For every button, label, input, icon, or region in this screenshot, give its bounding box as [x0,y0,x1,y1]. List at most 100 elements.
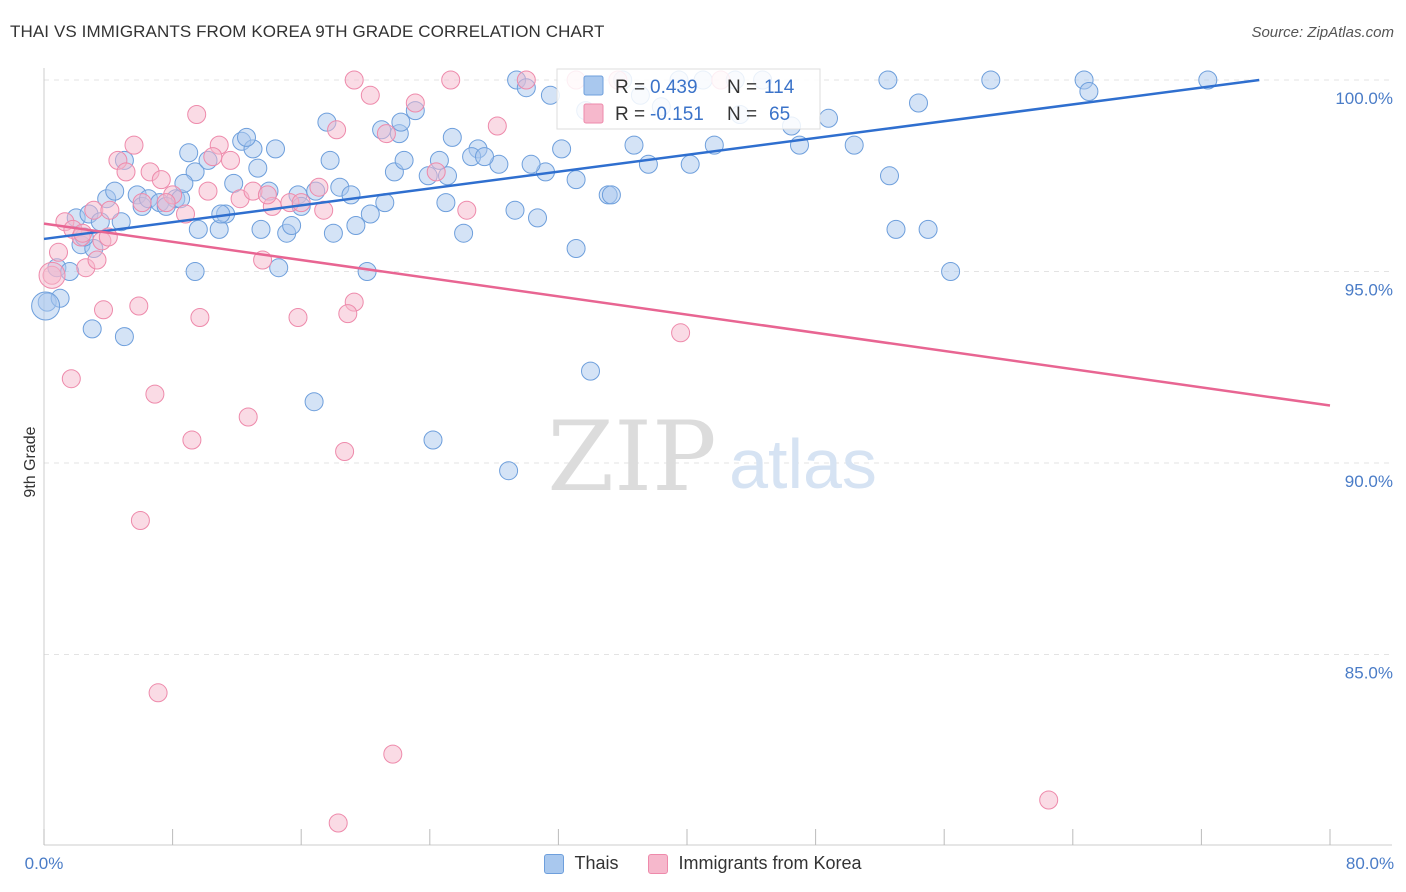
thais-point [323,223,343,243]
thais-point [909,93,928,113]
thais-point [31,291,61,321]
korea-point [100,200,120,220]
korea-point [151,170,171,190]
thais-point [185,262,205,281]
korea-point [190,308,210,327]
korea-point [148,683,168,703]
korea-trend-line [43,222,1331,407]
korea-point [38,261,66,289]
thais-point [341,185,361,205]
stats-n-label-1: N = [727,77,757,98]
thais-point [886,219,906,239]
korea-point [176,204,195,224]
thais-point [505,200,525,220]
chart-title: THAI VS IMMIGRANTS FROM KOREA 9TH GRADE … [10,22,605,41]
legend-label-korea: Immigrants from Korea [678,853,862,873]
korea-point [124,135,144,155]
korea-point [1039,790,1059,810]
thais-point [269,258,289,278]
thais-point [423,430,443,450]
thais-point [475,147,494,167]
legend-item-thais[interactable]: Thais [544,853,618,874]
thais-point [581,361,600,381]
thais-point [819,108,838,128]
thais-point [179,143,199,163]
legend-swatch-thais [544,853,565,874]
thais-point [357,262,377,281]
korea-point [376,124,396,144]
x-tick-label-min: 0.0% [25,854,64,873]
thais-point [528,208,547,228]
thais-point [521,154,541,174]
trend-lines [43,78,1331,407]
korea-point [187,105,207,124]
stats-r-value-2: -0.151 [650,104,704,125]
korea-point [405,93,425,113]
korea-point [426,162,446,182]
thais-point [918,219,938,239]
korea-point [156,193,176,213]
korea-point [257,185,277,205]
korea-point [182,430,202,450]
stats-swatch-pink [583,103,604,124]
thais-point [346,216,366,235]
korea-point [516,70,536,90]
thais-point [174,173,194,193]
thais-point [1198,70,1218,90]
thais-point [282,216,302,235]
legend-swatch-korea [648,853,669,874]
thais-point [394,150,414,170]
stats-n-value-1: 114 [764,77,795,98]
thais-point [878,70,898,90]
korea-point [129,296,149,316]
korea-point [84,200,104,220]
korea-point [327,120,347,140]
thais-point [248,158,268,178]
thais-point [111,212,131,232]
watermark-zip: ZIP [547,401,716,513]
grid-lines [44,79,1392,655]
korea-point [49,242,68,262]
thais-point [941,262,961,281]
y-tick-label-90: 90.0% [1345,472,1393,491]
thais-point [436,193,456,213]
y-axis-label: 9th Grade [22,426,39,497]
korea-point [457,200,477,220]
thais-point [320,150,340,170]
y-tick-label-100: 100.0% [1335,89,1393,108]
legend-label-thais: Thais [574,853,619,873]
korea-point [309,177,329,197]
thais-point [552,139,572,159]
korea-point [145,384,165,404]
x-tick-label-max: 80.0% [1346,854,1394,873]
y-tick-label-85: 85.0% [1345,664,1393,683]
thais-point [499,461,519,481]
thais-point [601,185,621,205]
axes [43,68,1392,846]
thais-point [105,181,125,201]
y-tick-label-95: 95.0% [1345,281,1393,300]
thais-point [185,162,205,182]
stats-box: R = 0.439 N = 114 R = -0.151 N = 65 [556,68,821,130]
thais-point [251,219,271,239]
stats-n-label-2: N = [727,104,757,125]
thais-point [981,70,1001,90]
korea-point [203,147,223,167]
korea-point [288,308,308,327]
thais-trend-line [43,78,1260,241]
stats-n-value-2: 65 [769,104,790,125]
korea-point [130,511,150,530]
thais-point [360,204,380,224]
korea-point [87,250,107,270]
korea-point [221,150,240,170]
thais-point [237,127,256,147]
legend-item-korea[interactable]: Immigrants from Korea [648,853,862,874]
thais-point [442,127,462,147]
thais-point [1079,82,1099,101]
korea-point [198,181,218,201]
y-tick-labels: 85.0% 90.0% 95.0% 100.0% [1335,89,1393,683]
thais-point [844,135,864,155]
korea-point [487,116,507,136]
korea-point [335,442,355,461]
